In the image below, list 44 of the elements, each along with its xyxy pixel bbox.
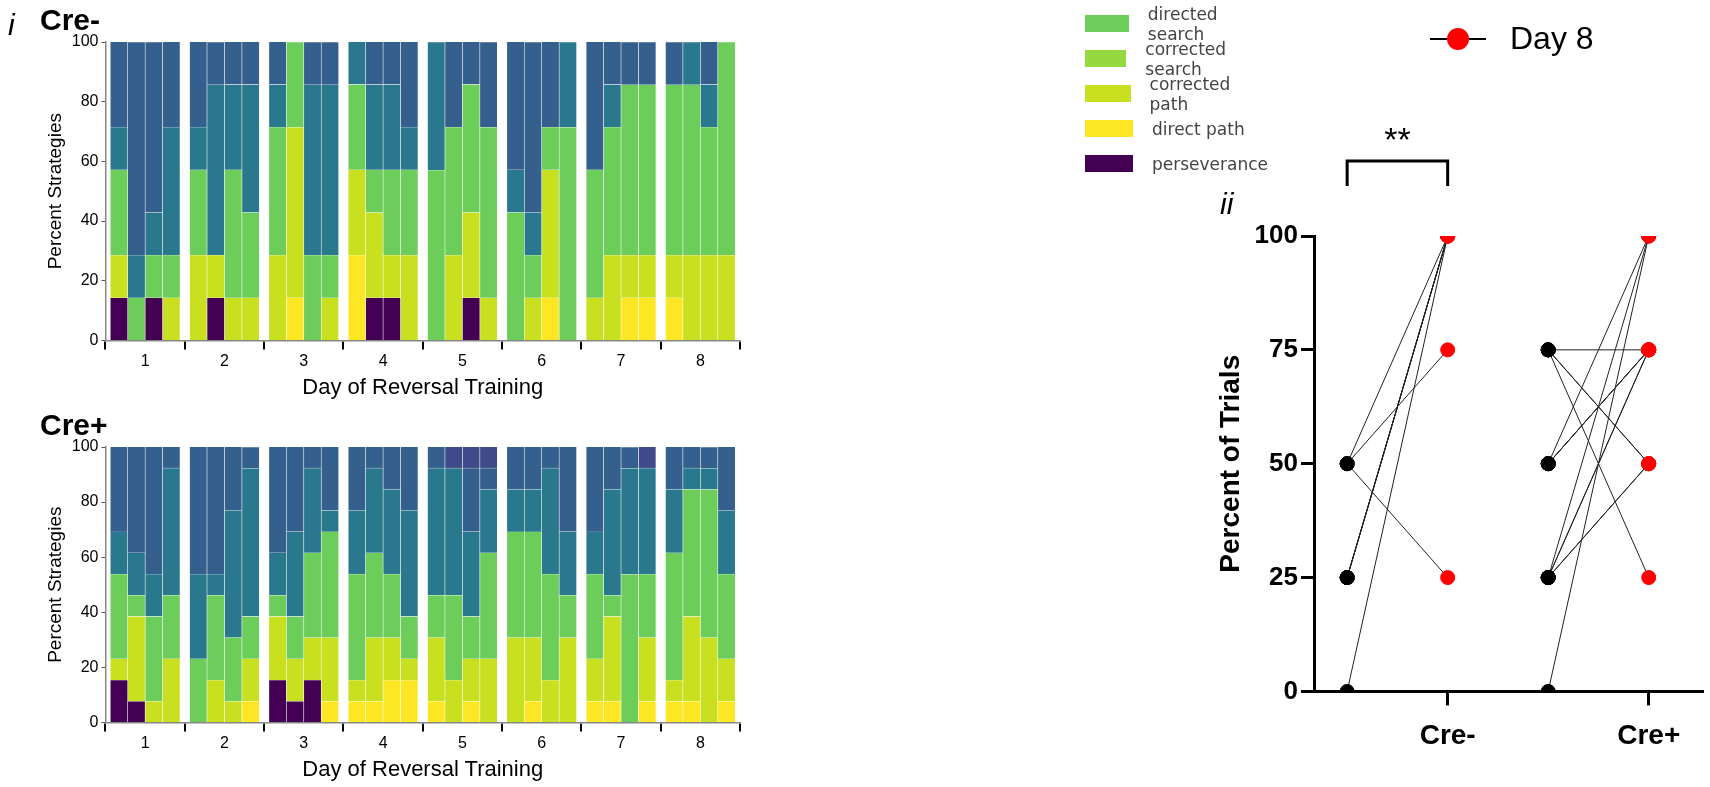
legend-label: perseverance (1152, 153, 1269, 174)
text: ii (1220, 187, 1235, 221)
x-tick-label: 5 (457, 352, 467, 370)
y-tick-label: 60 (80, 547, 99, 565)
y-axis-title: Percent Strategies (43, 113, 65, 270)
y-axis-title: Percent of Trials (1213, 354, 1245, 573)
x-tick-label: 7 (616, 734, 626, 752)
x-tick-label: 1 (140, 352, 150, 370)
y-tick-label: 20 (80, 271, 99, 289)
x-tick-label: Cre- (1419, 718, 1476, 750)
legend-label: direct path (1152, 118, 1245, 139)
x-tick-label: 1 (140, 734, 150, 752)
y-tick-label: 20 (80, 657, 99, 675)
y-tick-label: 100 (1254, 219, 1298, 250)
x-tick-label: 2 (220, 352, 230, 370)
y-tick-label: 80 (80, 492, 99, 510)
y-tick-label: 25 (1269, 560, 1298, 591)
y-tick-label: 80 (80, 92, 99, 110)
y-tick-label: 40 (80, 211, 99, 229)
y-tick-label: 0 (89, 712, 99, 730)
x-tick-label: 5 (457, 734, 467, 752)
y-tick-label: 75 (1269, 333, 1298, 364)
x-tick-label: 7 (616, 352, 626, 370)
x-tick-label: 4 (378, 352, 388, 370)
x-tick-label: 8 (695, 352, 705, 370)
x-tick-label: 3 (299, 352, 309, 370)
x-tick-label: 3 (299, 734, 309, 752)
x-tick-label: Cre+ (1617, 718, 1681, 750)
y-tick-label: 50 (1269, 446, 1298, 477)
text: i (8, 8, 16, 42)
y-tick-label: 40 (80, 602, 99, 620)
x-axis-title: Day of Reversal Training (302, 755, 544, 781)
x-tick-label: 6 (537, 352, 547, 370)
y-axis-title: Percent Strategies (43, 506, 65, 663)
x-tick-label: 4 (378, 734, 388, 752)
x-tick-label: 6 (537, 734, 547, 752)
x-tick-label: 2 (220, 734, 230, 752)
text: ** (1384, 120, 1411, 159)
x-axis-title: Day of Reversal Training (302, 373, 544, 399)
legend-label: Day 8 (1510, 20, 1594, 57)
y-tick-label: 60 (80, 151, 99, 169)
x-tick-label: 8 (695, 734, 705, 752)
y-tick-label: 0 (89, 330, 99, 348)
y-tick-label: 0 (1283, 674, 1298, 705)
